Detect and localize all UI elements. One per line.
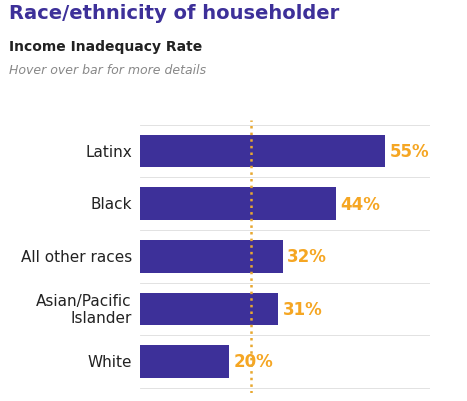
Bar: [140, 345, 229, 378]
Bar: [140, 293, 278, 325]
Text: 20%: 20%: [234, 352, 273, 371]
Text: 44%: 44%: [340, 195, 381, 213]
Text: Race/ethnicity of householder: Race/ethnicity of householder: [9, 4, 340, 23]
Bar: [140, 240, 283, 273]
Bar: [140, 188, 336, 221]
Text: Hover over bar for more details: Hover over bar for more details: [9, 64, 206, 77]
Text: Income Inadequacy Rate: Income Inadequacy Rate: [9, 40, 203, 54]
Text: 55%: 55%: [389, 143, 429, 161]
Text: 31%: 31%: [283, 300, 322, 318]
Text: 32%: 32%: [287, 248, 327, 265]
Bar: [140, 136, 385, 168]
